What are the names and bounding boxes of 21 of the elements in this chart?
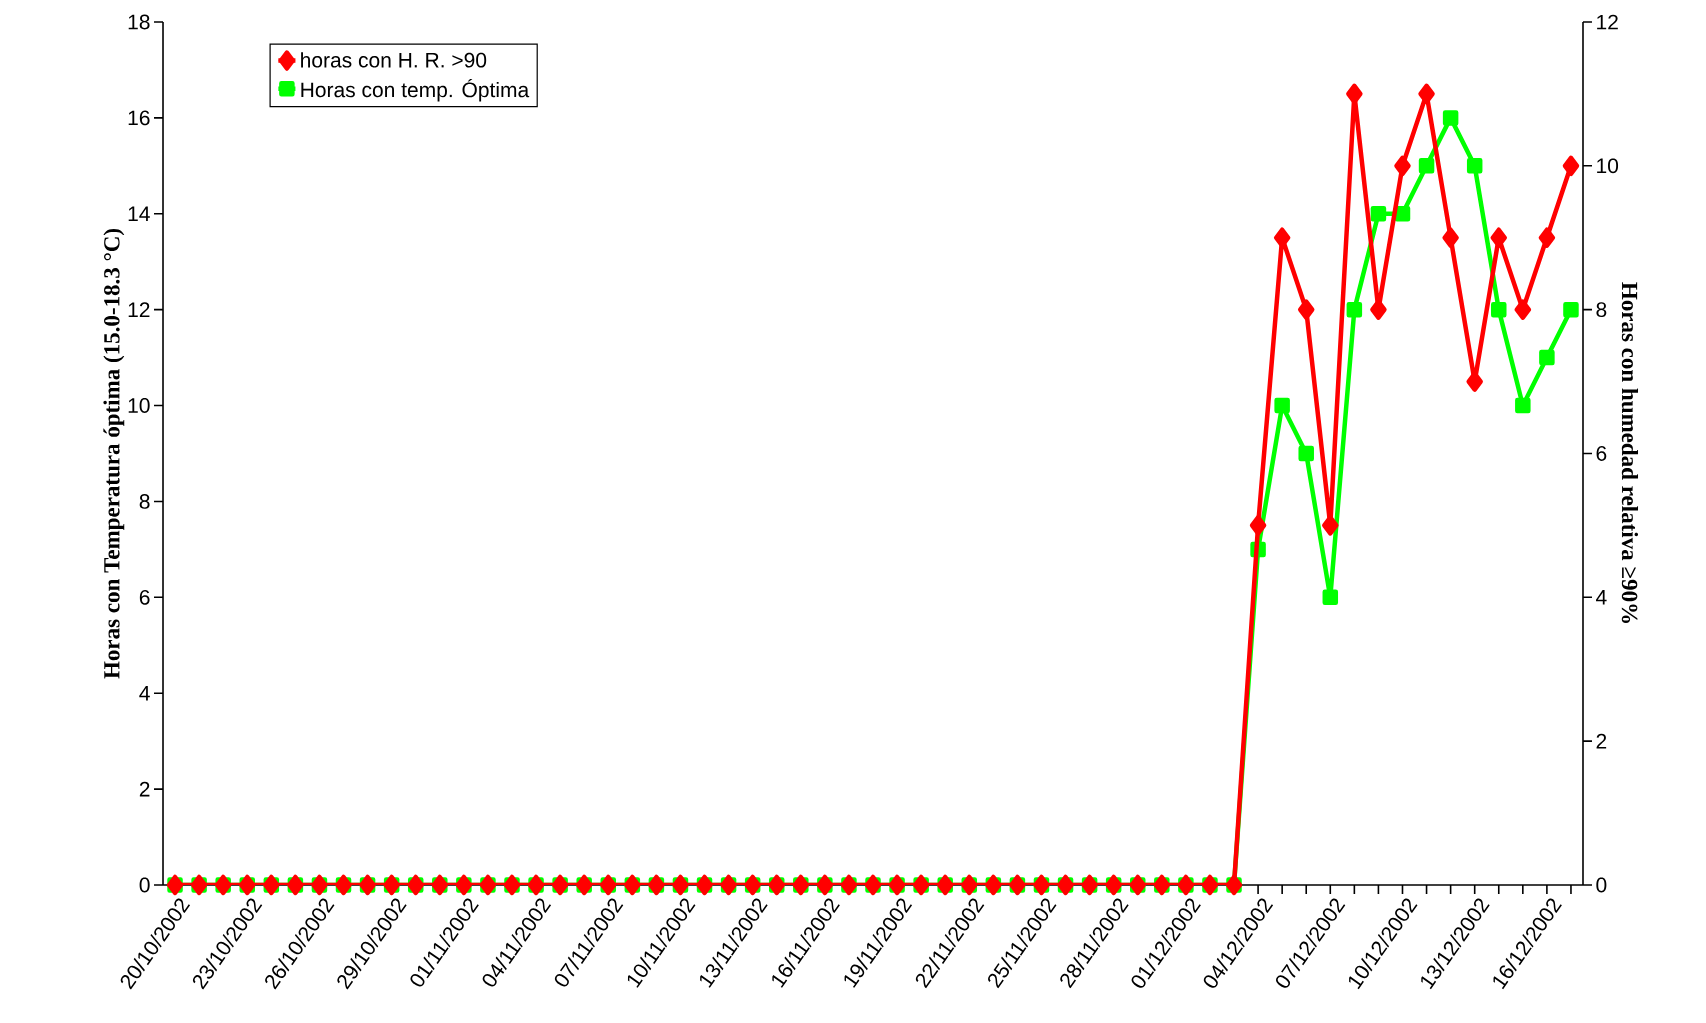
y2-tick-label: 4: [1596, 590, 1607, 605]
legend-label: horas con H. R. >90: [301, 52, 487, 68]
y-tick-label: 8: [139, 494, 150, 509]
y2-tick-label: 2: [1596, 733, 1607, 749]
y2-axis-title: Horas con humedad relativa ≥90%: [1621, 282, 1639, 623]
y-tick-label: 18: [128, 14, 150, 30]
legend-label: Horas con temp. Óptima: [301, 78, 530, 102]
y-tick-label: 14: [128, 206, 150, 221]
y-tick-label: 4: [139, 685, 150, 701]
y-axis-title: Horas con Temperatura óptima (15.0-18.3 °C): [103, 228, 125, 679]
y2-tick-label: 12: [1597, 14, 1618, 30]
y-tick-label: 16: [128, 110, 150, 126]
y2-tick-label: 8: [1596, 302, 1607, 318]
y-tick-label: 12: [128, 302, 150, 317]
y2-tick-label: 0: [1596, 877, 1607, 893]
y-tick-label: 10: [128, 398, 150, 413]
y2-tick-label: 6: [1596, 446, 1607, 461]
y-tick-label: 6: [139, 589, 150, 605]
y-tick-label: 0: [139, 877, 150, 893]
y2-tick-label: 10: [1597, 158, 1619, 174]
y-tick-label: 2: [139, 781, 150, 797]
